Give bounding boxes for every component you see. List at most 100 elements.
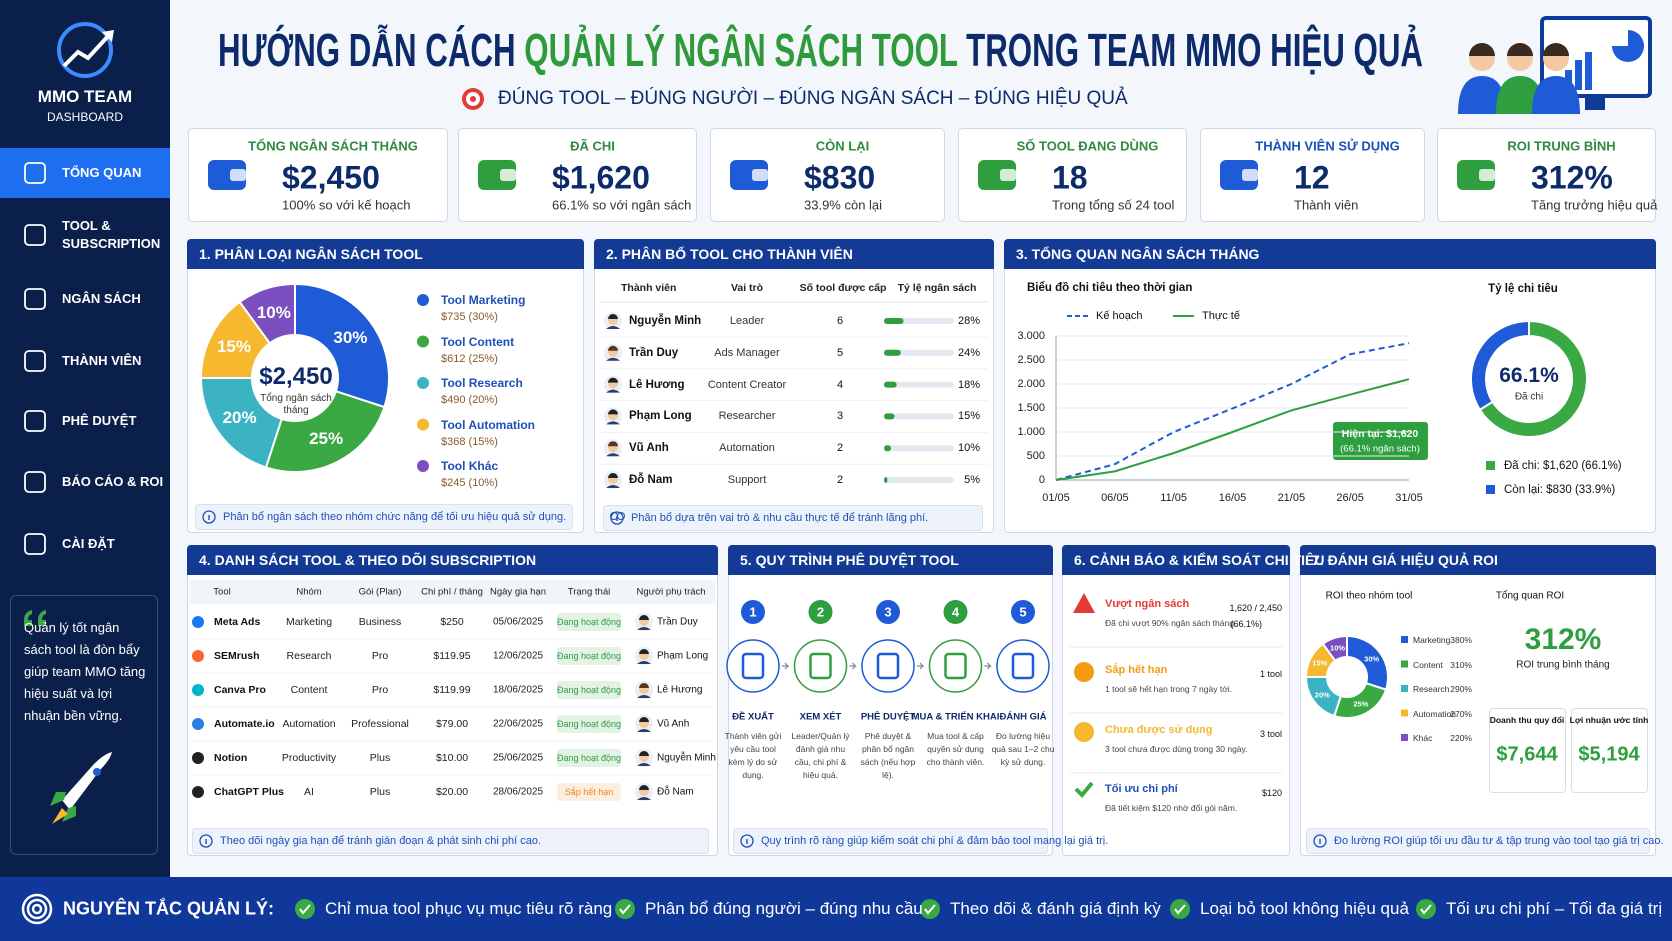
- tool-renewal: 18/06/2025: [492, 684, 544, 696]
- step-number-bg: [1011, 600, 1035, 624]
- tool-icon: [192, 616, 204, 628]
- footer-icon: [26, 898, 48, 920]
- column-header: Trạng thái: [567, 586, 611, 598]
- member-tools: 6: [836, 315, 844, 327]
- member-name: Lê Hương: [629, 378, 685, 391]
- logo-subtitle: DASHBOARD: [46, 110, 124, 124]
- menu-item[interactable]: NGÂN SÁCH: [62, 291, 141, 306]
- tool-renewal: 12/06/2025: [492, 650, 544, 662]
- menu-item[interactable]: CÀI ĐẶT: [62, 536, 115, 551]
- step-number: 3: [884, 604, 892, 620]
- legend-amount: $245 (10%): [441, 477, 498, 489]
- annotation-line: Hiện tại: $1,620: [1341, 428, 1419, 440]
- alert-value: 1,620 / 2,450: [1229, 603, 1282, 613]
- kpi-value: 12: [1294, 159, 1330, 196]
- column-header: Chi phí / tháng: [421, 586, 483, 598]
- tool-icon: [192, 752, 204, 764]
- pie-center-label: Tổng ngân sách tháng: [260, 393, 332, 416]
- y-tick-label: 500: [1026, 450, 1045, 462]
- share-bar: [884, 318, 904, 324]
- avatar-body: [606, 326, 620, 329]
- kpi-value: 312%: [1531, 159, 1613, 196]
- share-label: 5%: [964, 474, 980, 486]
- member-tools: 3: [836, 410, 844, 423]
- owner-name: Trần Duy: [657, 616, 698, 628]
- tool-icon: [192, 650, 204, 662]
- legend-name: Tool Research: [441, 376, 523, 390]
- status-badge: [557, 647, 621, 665]
- principle: Theo dõi & đánh giá định kỳ: [950, 899, 1161, 918]
- alert-title: Sắp hết hạn: [1105, 664, 1168, 676]
- step-number: 5: [1019, 604, 1027, 620]
- menu-item[interactable]: TỔNG QUAN: [62, 165, 142, 180]
- avatar-hair: [639, 615, 649, 620]
- slice-label: 30%: [1364, 654, 1380, 664]
- step-desc: Đo lường hiệu quả sau 1–2 chu kỳ sử dụng…: [991, 731, 1055, 767]
- legend-square: [1486, 485, 1495, 494]
- y-tick-label: 2.500: [1017, 354, 1045, 366]
- kpi-icon: [1457, 160, 1495, 190]
- step-number: 4: [951, 604, 960, 620]
- note-text: Theo dõi ngày gia hạn để tránh gián đoạn…: [220, 835, 542, 847]
- kpi-label: TỔNG NGÂN SÁCH THÁNG: [248, 138, 418, 154]
- status-badge: [557, 749, 621, 767]
- member-role: Leader: [729, 315, 765, 327]
- avatar-body: [637, 797, 651, 800]
- menu-item[interactable]: BÁO CÁO & ROI: [62, 474, 164, 489]
- pie-slice: [199, 377, 283, 469]
- menu-item[interactable]: THÀNH VIÊN: [62, 353, 142, 368]
- menu-item[interactable]: PHÊ DUYỆT: [62, 413, 137, 428]
- kpi-label: ROI TRUNG BÌNH: [1507, 138, 1616, 154]
- step-desc: Mua tool & cấp quyền sử dụng cho thành v…: [926, 731, 985, 767]
- slice-label: 25%: [1353, 699, 1369, 709]
- logo-arrow-head: [102, 30, 114, 42]
- legend-label: Marketing: [1413, 635, 1451, 645]
- menu-icon: [24, 224, 46, 246]
- share-bar: [884, 477, 888, 483]
- column-header: Số tool được cấp: [799, 282, 887, 294]
- kpi-note: 66.1% so với ngân sách: [552, 197, 692, 213]
- kpi-icon: [978, 160, 1016, 190]
- legend-amount: $612 (25%): [441, 352, 498, 365]
- avatar-body: [637, 695, 651, 698]
- legend-label: Automation: [1413, 708, 1456, 719]
- step-number-bg: [741, 600, 765, 624]
- tool-group: Research: [286, 650, 332, 662]
- avatar-body: [637, 661, 651, 664]
- logo-arrow: [62, 32, 112, 68]
- pie-slice: [238, 282, 296, 345]
- line-series: [1055, 378, 1410, 481]
- column-header: Người phụ trách: [636, 586, 706, 598]
- panel-title-bar: [1004, 239, 1656, 269]
- panel-title-bar: [187, 545, 718, 575]
- member-role: Support: [727, 474, 767, 486]
- kpi-value: $2,450: [282, 159, 380, 196]
- step-arrow: [849, 662, 857, 670]
- legend-label: Kế hoạch: [1096, 310, 1143, 322]
- owner-name: Đỗ Nam: [657, 786, 694, 798]
- legend-square: [1401, 685, 1408, 692]
- check-mark: [1174, 904, 1186, 915]
- principle: Chỉ mua tool phục vụ mục tiêu rõ ràng: [325, 899, 613, 918]
- member-name: Vũ Anh: [629, 442, 669, 455]
- legend-dot: [417, 418, 429, 431]
- kpi-label: SỐ TOOL ĐANG DÙNG: [1016, 138, 1159, 154]
- member-role: Automation: [719, 442, 775, 455]
- footer-icon: [31, 903, 43, 915]
- kpi-icon: [478, 160, 516, 190]
- note-text: Phân bổ ngân sách theo nhóm chức năng để…: [223, 511, 567, 523]
- member-name: Trần Duy: [629, 346, 679, 359]
- rocket-body: [62, 752, 112, 810]
- note-text: Quy trình rõ ràng giúp kiểm soát chi phí…: [761, 835, 1109, 847]
- legend-value: 270%: [1450, 708, 1472, 719]
- owner-name: Vũ Anh: [657, 718, 690, 730]
- legend-name: Tool Content: [441, 334, 515, 349]
- menu-item[interactable]: TOOL & SUBSCRIPTION: [62, 218, 161, 251]
- step-desc: Thành viên gửi yêu cầu tool kèm lý do sử…: [724, 731, 782, 780]
- step-icon: [944, 652, 967, 680]
- panel-title: 4. DANH SÁCH TOOL & THEO DÕI SUBSCRIPTIO…: [199, 552, 537, 568]
- person-hair: [1507, 43, 1533, 56]
- member-tools: 4: [836, 378, 844, 391]
- kpi-icon: [730, 160, 768, 190]
- tool-name: SEMrush: [214, 650, 260, 662]
